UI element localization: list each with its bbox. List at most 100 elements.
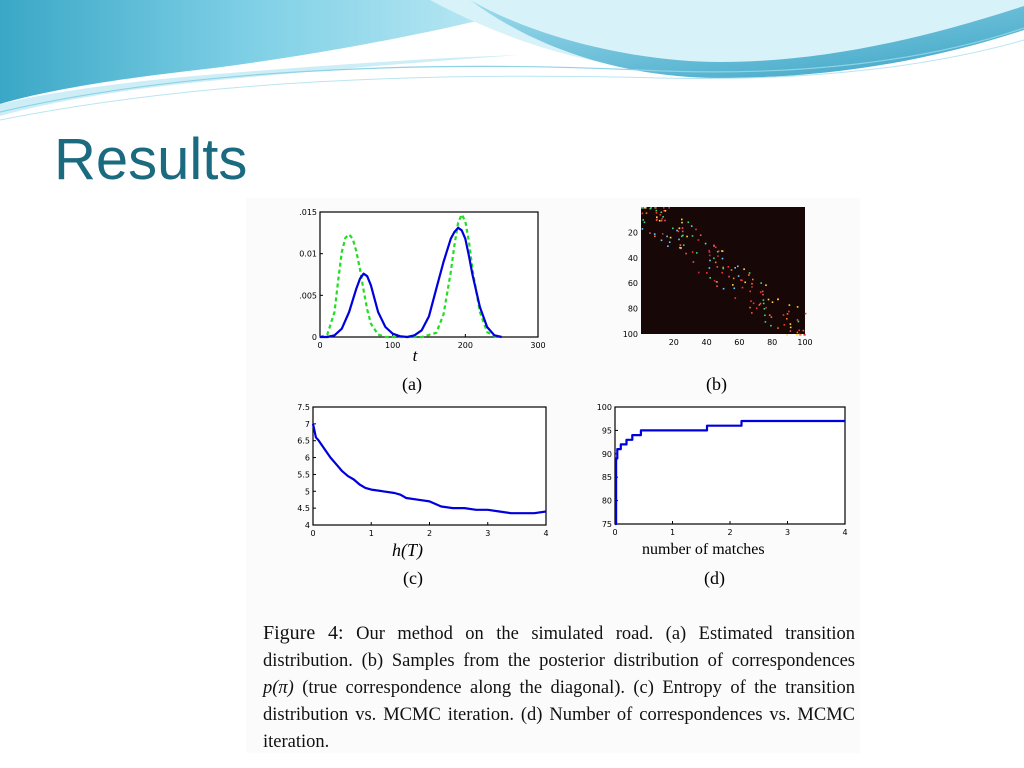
sample-point	[760, 282, 762, 284]
panel-label-c: (c)	[403, 568, 423, 588]
sample-point	[686, 235, 688, 238]
chart-a: 0 100 200 300 .015 0.01 .005 0	[299, 208, 545, 350]
x-tick-label: 300	[530, 341, 545, 350]
sample-point	[682, 234, 684, 237]
x-tick-label: 0	[310, 529, 315, 538]
sample-point	[643, 221, 646, 224]
sample-point	[716, 250, 719, 253]
sample-point	[733, 287, 736, 290]
x-tick-label: 1	[369, 529, 374, 538]
sample-point	[748, 272, 751, 274]
sample-point	[669, 236, 672, 239]
sample-point	[641, 207, 643, 209]
sample-point	[691, 235, 694, 237]
figure-caption: Figure 4: Our method on the simulated ro…	[263, 620, 855, 756]
sample-point	[755, 307, 758, 310]
y-tick-label: 20	[628, 228, 638, 237]
sample-point	[658, 219, 661, 222]
sample-point	[761, 290, 764, 293]
sample-point	[685, 252, 687, 255]
sample-point	[655, 207, 657, 209]
sample-point	[662, 207, 665, 209]
chart-c-xlabel: h(T)	[392, 540, 423, 560]
sample-point	[708, 249, 710, 252]
y-tick-label: 5	[305, 487, 310, 496]
sample-point	[743, 268, 745, 270]
sample-point	[655, 212, 658, 214]
sample-point	[642, 219, 644, 221]
y-tick-label: 80	[602, 497, 612, 506]
sample-point	[709, 277, 711, 279]
y-tick-label: 4	[305, 521, 310, 530]
sample-point	[762, 299, 765, 301]
sample-point	[645, 207, 647, 209]
y-tick-label: 75	[602, 520, 612, 529]
sample-point	[749, 306, 751, 309]
sample-point	[656, 216, 658, 218]
panel-label-b: (b)	[706, 374, 727, 394]
sample-point	[682, 244, 685, 246]
sample-point	[641, 228, 644, 230]
sample-point	[797, 320, 800, 323]
slide-title: Results	[54, 127, 248, 192]
y-tick-label: 95	[602, 426, 612, 435]
sample-point	[796, 331, 799, 334]
sample-point	[661, 218, 663, 220]
sample-point	[679, 246, 681, 249]
sample-point	[721, 271, 723, 274]
sample-point	[737, 275, 740, 277]
sample-point	[741, 286, 744, 289]
sample-point	[768, 314, 771, 316]
sample-point	[782, 314, 785, 316]
chart-c: 0 1 2 3 4 7.5 7 6.5 6 5.5 5 4.5 4	[297, 403, 548, 538]
sample-point	[796, 319, 799, 321]
sample-point	[751, 312, 753, 314]
svg-text:t: t	[413, 346, 419, 365]
sample-point	[691, 251, 694, 253]
sample-point	[765, 284, 767, 286]
x-tick-label: 80	[767, 338, 777, 347]
sample-point	[798, 329, 800, 332]
sample-point	[704, 242, 707, 245]
sample-point	[668, 207, 670, 209]
sample-point	[645, 212, 648, 214]
sample-point	[751, 286, 753, 288]
sample-point	[681, 235, 683, 238]
caption-text-1: Our method on the simulated road. (a) Es…	[263, 624, 856, 671]
sample-point	[716, 285, 718, 287]
sample-point	[716, 281, 719, 283]
sample-point	[662, 216, 664, 218]
sample-point	[788, 304, 791, 306]
matches-line	[615, 419, 845, 526]
sample-point	[770, 316, 773, 318]
chart-a-xlabel: t	[413, 346, 419, 365]
sample-point	[770, 324, 772, 327]
x-tick-label: 100	[385, 341, 400, 350]
sample-point	[708, 267, 711, 269]
sample-point	[749, 290, 751, 293]
y-tick-label: 40	[628, 254, 638, 263]
sample-point	[714, 246, 717, 249]
sample-point	[804, 334, 806, 336]
y-tick-label: 7	[305, 420, 310, 429]
sample-point	[697, 271, 700, 274]
caption-math: p(π)	[263, 678, 294, 698]
y-tick-label: 6	[305, 454, 310, 463]
sample-point	[714, 261, 717, 264]
sample-point	[796, 306, 799, 308]
y-tick-label: 7.5	[297, 403, 310, 412]
sample-point	[722, 250, 724, 252]
y-tick-label: 0.01	[299, 250, 317, 259]
sample-point	[706, 272, 708, 274]
sample-point	[660, 219, 663, 222]
sample-point	[796, 334, 798, 336]
caption-figure-number: Figure 4:	[263, 622, 344, 644]
sample-point	[741, 279, 743, 282]
sample-point	[681, 227, 684, 229]
sample-point	[679, 244, 682, 246]
x-tick-label: 1	[670, 528, 675, 537]
sample-point	[763, 308, 766, 310]
sample-point	[713, 244, 715, 247]
sample-point	[734, 267, 736, 269]
y-tick-label: 100	[623, 330, 638, 339]
